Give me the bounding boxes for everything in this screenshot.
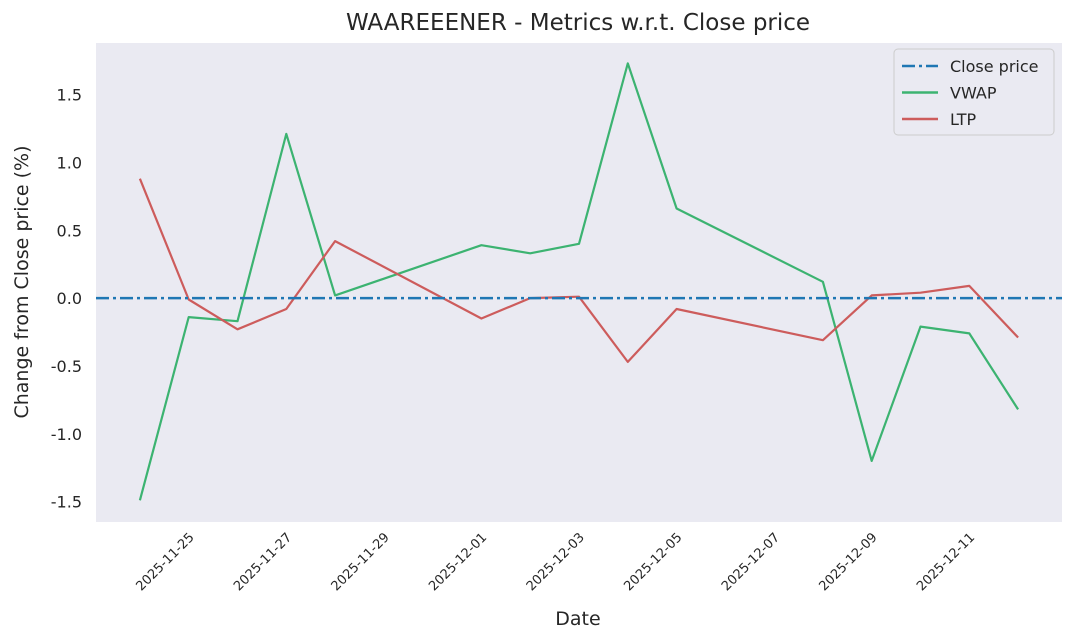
x-tick-label: 2025-12-05 — [621, 530, 685, 594]
x-tick-label: 2025-12-09 — [816, 530, 880, 594]
x-tick-label: 2025-11-27 — [231, 530, 295, 594]
y-tick-label: 1.5 — [57, 86, 82, 105]
legend-label: VWAP — [950, 84, 997, 103]
x-tick-label: 2025-11-25 — [133, 530, 197, 594]
x-tick-label: 2025-12-01 — [426, 530, 490, 594]
series-line-vwap — [138, 62, 1020, 501]
x-tick-label: 2025-11-29 — [329, 530, 393, 594]
x-axis-label: Date — [555, 608, 600, 630]
legend-label: Close price — [950, 57, 1039, 76]
legend-label: LTP — [950, 110, 976, 129]
series-line-ltp — [138, 178, 1019, 363]
legend-box — [893, 48, 1055, 136]
y-tick-label: 0.0 — [57, 289, 82, 308]
x-tick-label: 2025-12-07 — [719, 530, 783, 594]
y-tick-label: -1.0 — [51, 425, 82, 444]
chart-title: WAAREEENER - Metrics w.r.t. Close price — [346, 10, 810, 36]
y-tick-label: 0.5 — [57, 221, 82, 240]
y-tick-label: -1.5 — [51, 493, 82, 512]
x-tick-label: 2025-12-03 — [524, 530, 588, 594]
y-tick-label: 1.0 — [57, 153, 82, 172]
y-tick-label: -0.5 — [51, 357, 82, 376]
y-axis-label: Change from Close price (%) — [11, 145, 33, 418]
x-tick-label: 2025-12-11 — [914, 530, 978, 594]
legend: Close price VWAP LTP — [893, 48, 1055, 136]
